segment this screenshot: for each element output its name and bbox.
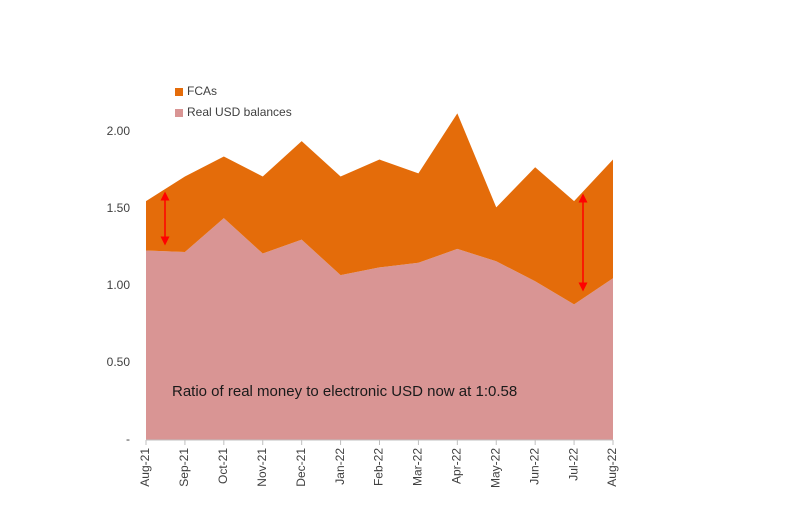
- legend-label: FCAs: [187, 84, 217, 98]
- legend-label: Real USD balances: [187, 105, 292, 119]
- x-tick-label: Feb-22: [372, 448, 386, 486]
- x-tick-label: Jul-22: [566, 448, 580, 481]
- y-tick-label: 0.50: [107, 355, 131, 369]
- x-tick-label: Jun-22: [527, 448, 541, 485]
- plot-area: [146, 113, 613, 440]
- x-tick-label: Aug-22: [605, 448, 619, 487]
- x-tick-label: May-22: [488, 448, 502, 488]
- x-tick-label: Oct-21: [216, 448, 230, 484]
- y-tick-label: 2.00: [107, 124, 131, 138]
- area: [146, 113, 613, 305]
- x-tick-label: Apr-22: [450, 448, 464, 484]
- x-tick-label: Dec-21: [294, 448, 308, 487]
- y-tick-label: 1.50: [107, 201, 131, 215]
- x-tick-label: Jan-22: [333, 448, 347, 485]
- area: [146, 218, 613, 440]
- y-tick-label: 1.00: [107, 278, 131, 292]
- x-tick-label: Mar-22: [411, 448, 425, 486]
- annotation: Ratio of real money to electronic USD no…: [172, 383, 517, 400]
- x-tick-label: Nov-21: [255, 448, 269, 487]
- y-tick-label: -: [126, 432, 130, 446]
- x-tick-label: Sep-21: [177, 448, 191, 487]
- legend-swatch: [175, 109, 183, 117]
- x-tick-label: Aug-21: [138, 448, 152, 487]
- legend-swatch: [175, 88, 183, 96]
- overlay: [160, 191, 588, 292]
